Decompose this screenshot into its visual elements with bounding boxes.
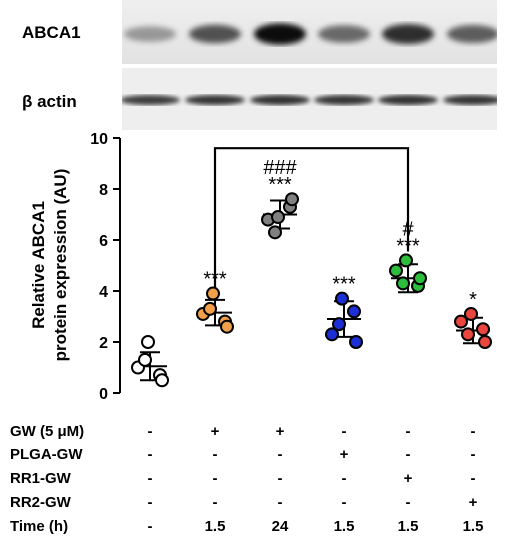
significance-label: *** <box>268 174 292 196</box>
condition-value: - <box>147 470 153 487</box>
data-point <box>396 276 410 291</box>
abca1-band <box>124 26 176 42</box>
data-point <box>155 373 169 388</box>
data-point <box>203 301 217 316</box>
condition-value: - <box>212 446 218 463</box>
data-point <box>271 210 285 225</box>
comparison-bracket <box>213 147 410 293</box>
condition-value: 1.5 <box>333 518 355 535</box>
actin-band <box>185 95 245 105</box>
data-point <box>138 352 152 367</box>
condition-value: - <box>212 470 218 487</box>
condition-value: - <box>341 494 347 511</box>
data-point <box>349 335 363 349</box>
condition-value: + <box>210 423 220 440</box>
abca1-band <box>447 25 497 43</box>
abca1-band <box>318 25 370 43</box>
data-point <box>332 317 346 332</box>
condition-value: 1.5 <box>204 518 226 535</box>
actin-band <box>443 95 497 105</box>
condition-value: - <box>405 494 411 511</box>
data-point <box>461 327 475 342</box>
condition-value: 1.5 <box>397 518 419 535</box>
data-point <box>476 322 490 337</box>
abca1-band <box>382 24 434 44</box>
y-axis-label-line1: Relative ABCA1 <box>29 201 48 329</box>
significance-label: *** <box>332 274 356 296</box>
y-tick-label: 10 <box>90 131 108 148</box>
y-tick-label: 2 <box>99 335 108 352</box>
condition-value: - <box>277 446 283 463</box>
condition-value: - <box>147 518 153 535</box>
condition-row-label: Time (h) <box>10 518 69 535</box>
y-tick-label: 8 <box>99 182 108 199</box>
condition-value: - <box>147 423 153 440</box>
data-point <box>399 253 413 268</box>
condition-row-label: GW (5 μM) <box>10 423 85 440</box>
data-point <box>389 263 403 278</box>
condition-value: + <box>468 494 478 511</box>
data-point <box>220 319 234 334</box>
condition-value: - <box>147 494 153 511</box>
data-point <box>464 306 478 321</box>
actin-band <box>250 95 310 105</box>
data-point <box>478 335 492 349</box>
condition-value: - <box>277 470 283 487</box>
data-point <box>285 192 299 207</box>
y-tick-label: 0 <box>99 386 108 403</box>
significance-label: *** <box>396 235 420 257</box>
actin-band <box>314 95 374 105</box>
scatter-plot: 0 2 4 6 8 10 Relative ABCA1 protein expressio… <box>29 131 492 403</box>
condition-value: - <box>405 423 411 440</box>
condition-value: - <box>405 446 411 463</box>
condition-value: + <box>339 446 349 463</box>
actin-band <box>378 95 438 105</box>
condition-value: - <box>147 446 153 463</box>
condition-row-label: PLGA-GW <box>10 446 83 463</box>
y-axis-label-line2: protein expression (AU) <box>51 169 70 362</box>
condition-value: + <box>275 423 285 440</box>
data-point <box>454 314 468 329</box>
condition-value: - <box>470 446 476 463</box>
condition-value: - <box>341 423 347 440</box>
abca1-blot <box>122 0 497 64</box>
condition-value: - <box>470 423 476 440</box>
abca1-band <box>189 24 241 44</box>
y-tick-label: 4 <box>99 284 108 301</box>
significance-label: *** <box>203 269 227 291</box>
hash-significance-label: ### <box>263 157 297 179</box>
condition-value: + <box>403 470 413 487</box>
condition-value: 24 <box>271 518 289 535</box>
data-point <box>268 225 282 240</box>
actin-band <box>122 95 180 105</box>
condition-row-label: RR1-GW <box>10 470 71 487</box>
significance-label: * <box>469 289 477 311</box>
abca1-blot-label: ABCA1 <box>22 23 81 42</box>
y-tick-label: 6 <box>99 233 108 250</box>
actin-blot-label: β actin <box>22 92 77 111</box>
hash-significance-label: # <box>402 218 414 240</box>
data-point <box>325 327 339 342</box>
condition-value: - <box>277 494 283 511</box>
data-point <box>141 335 155 349</box>
condition-value: - <box>470 470 476 487</box>
condition-row-label: RR2-GW <box>10 494 71 511</box>
data-point <box>206 286 220 301</box>
condition-value: - <box>341 470 347 487</box>
condition-value: - <box>212 494 218 511</box>
abca1-band <box>254 23 306 45</box>
condition-value: 1.5 <box>462 518 484 535</box>
data-point <box>413 271 427 286</box>
data-point <box>347 304 361 319</box>
data-point <box>335 291 349 306</box>
actin-blot <box>122 68 497 130</box>
